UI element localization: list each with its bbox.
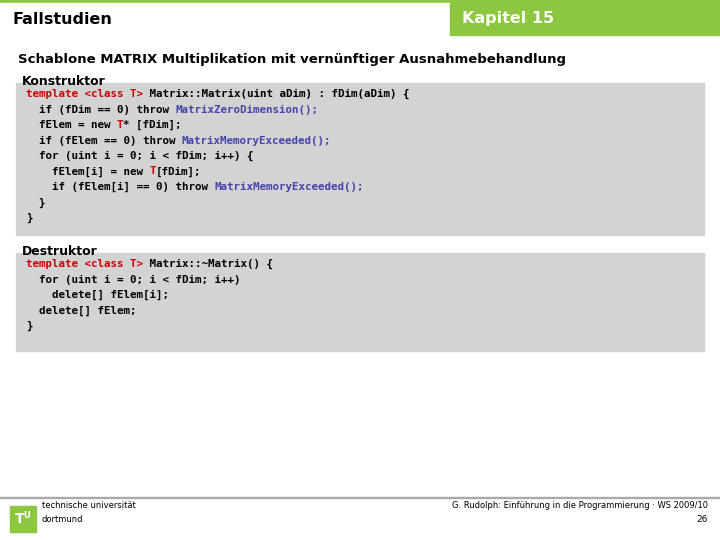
Text: technische universität: technische universität <box>42 501 136 510</box>
Text: T: T <box>15 512 24 526</box>
Bar <box>0 497 720 498</box>
Text: fElem[i] = new: fElem[i] = new <box>26 166 150 177</box>
Text: MatrixZeroDimension();: MatrixZeroDimension(); <box>176 105 318 114</box>
Text: }: } <box>26 198 45 208</box>
Text: MatrixMemoryExceeded();: MatrixMemoryExceeded(); <box>215 182 364 192</box>
Text: MatrixMemoryExceeded();: MatrixMemoryExceeded(); <box>182 136 331 146</box>
Text: Matrix::Matrix(uint aDim) : fDim(aDim) {: Matrix::Matrix(uint aDim) : fDim(aDim) { <box>143 89 410 99</box>
Text: [fDim];: [fDim]; <box>156 166 202 177</box>
Text: for (uint i = 0; i < fDim; i++) {: for (uint i = 0; i < fDim; i++) { <box>26 151 253 161</box>
Text: * [fDim];: * [fDim]; <box>124 120 182 130</box>
Text: delete[] fElem[i];: delete[] fElem[i]; <box>26 290 169 300</box>
Text: Kapitel 15: Kapitel 15 <box>462 11 554 26</box>
Text: 26: 26 <box>697 515 708 524</box>
Text: T: T <box>117 120 124 130</box>
Bar <box>0 0 720 3</box>
Text: Matrix::~Matrix() {: Matrix::~Matrix() { <box>143 259 273 269</box>
Text: Fallstudien: Fallstudien <box>12 11 112 26</box>
Text: U: U <box>23 511 30 521</box>
Text: template <class T>: template <class T> <box>26 89 143 99</box>
Text: template <class T>: template <class T> <box>26 259 143 269</box>
Text: fElem = new: fElem = new <box>26 120 117 130</box>
Text: dortmund: dortmund <box>42 515 84 524</box>
Text: Schablone MATRIX Multiplikation mit vernünftiger Ausnahmebehandlung: Schablone MATRIX Multiplikation mit vern… <box>18 53 566 66</box>
Bar <box>10 506 36 532</box>
Text: }: } <box>26 321 32 331</box>
Bar <box>0 3 450 35</box>
Bar <box>16 253 704 351</box>
Text: for (uint i = 0; i < fDim; i++): for (uint i = 0; i < fDim; i++) <box>26 274 240 285</box>
Bar <box>16 83 704 235</box>
Text: delete[] fElem;: delete[] fElem; <box>26 306 137 316</box>
Text: G. Rudolph: Einführung in die Programmierung · WS 2009/10: G. Rudolph: Einführung in die Programmie… <box>452 501 708 510</box>
Bar <box>450 3 720 35</box>
Text: T: T <box>150 166 156 177</box>
Text: Konstruktor: Konstruktor <box>22 75 106 88</box>
Text: if (fElem[i] == 0) throw: if (fElem[i] == 0) throw <box>26 182 215 192</box>
Text: Destruktor: Destruktor <box>22 245 98 258</box>
Text: }: } <box>26 213 32 223</box>
Text: if (fElem == 0) throw: if (fElem == 0) throw <box>26 136 182 146</box>
Text: if (fDim == 0) throw: if (fDim == 0) throw <box>26 105 176 114</box>
